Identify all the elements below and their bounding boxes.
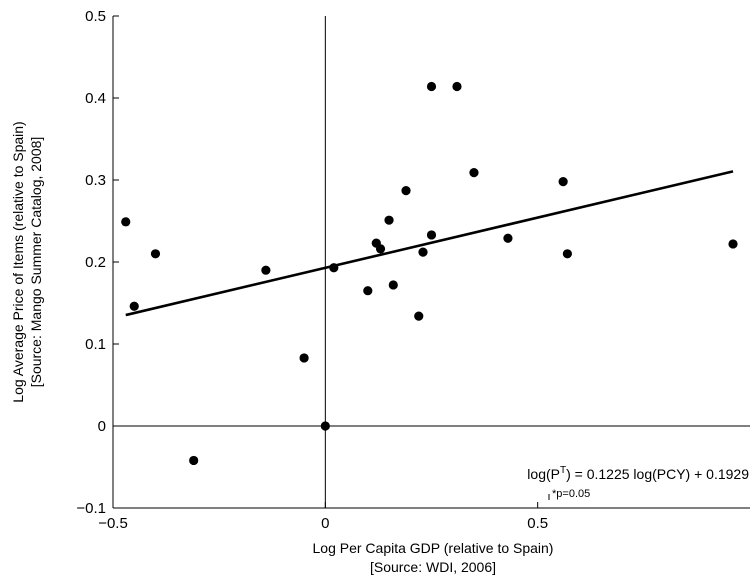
data-point	[121, 217, 131, 227]
x-ticks: −0.5 0 0.5	[98, 502, 548, 532]
data-point	[452, 81, 462, 92]
data-point	[426, 230, 437, 240]
data-point	[503, 233, 513, 243]
data-point	[329, 263, 339, 273]
significance-label: *p=0.05	[552, 488, 590, 500]
y-tick-label: 0.1	[85, 336, 106, 353]
y-tick-label: 0	[98, 418, 106, 435]
y-tick-label: 0.2	[85, 254, 106, 271]
data-point	[388, 280, 398, 290]
data-point	[426, 81, 437, 92]
data-point	[150, 249, 161, 259]
regression-line	[125, 170, 734, 317]
regression-equation: log(PT) = 0.1225 log(PCY) + 0.1929	[527, 465, 749, 482]
data-point	[375, 244, 386, 254]
y-tick-label: −0.1	[76, 500, 106, 517]
data-points	[121, 81, 738, 466]
data-point	[363, 286, 373, 296]
data-point	[261, 265, 271, 275]
data-point	[414, 311, 424, 321]
x-axis-title: Log Per Capita GDP (relative to Spain)	[313, 540, 554, 556]
data-point	[401, 186, 411, 196]
data-point	[728, 239, 738, 249]
data-point	[418, 247, 428, 257]
data-point	[320, 421, 330, 431]
y-axis-source: [Source: Mango Summer Catalog, 2008]	[28, 137, 44, 388]
data-point	[558, 177, 568, 187]
y-axis-title: Log Average Price of Items (relative to …	[10, 121, 26, 402]
y-tick-label: 0.3	[85, 172, 106, 189]
data-point	[562, 249, 572, 259]
x-tick-label: −0.5	[98, 515, 128, 532]
data-point	[189, 455, 199, 466]
data-point	[469, 168, 479, 178]
y-ticks: −0.1 0 0.1 0.2 0.3 0.4 0.5	[76, 8, 119, 517]
data-point	[299, 353, 309, 363]
x-tick-label: 0	[321, 515, 329, 532]
data-point	[384, 215, 394, 225]
y-tick-label: 0.5	[85, 8, 106, 25]
x-tick-label: 0.5	[527, 515, 548, 532]
x-axis-source: [Source: WDI, 2006]	[370, 559, 496, 575]
data-point	[129, 301, 139, 311]
y-tick-label: 0.4	[85, 90, 106, 107]
